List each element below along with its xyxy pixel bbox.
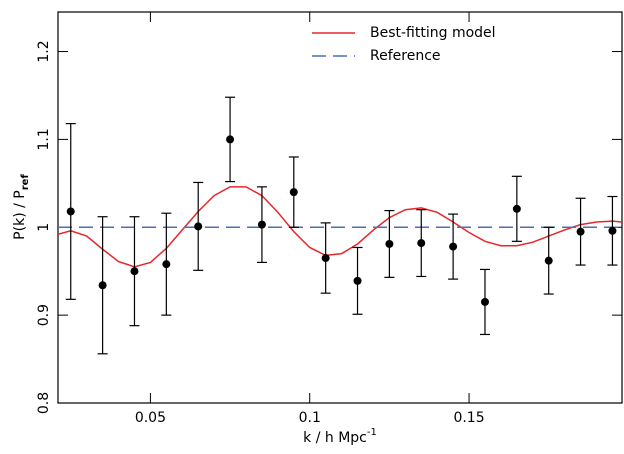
legend-label: Best-fitting model bbox=[370, 25, 496, 41]
data-point bbox=[449, 242, 458, 251]
data-point bbox=[162, 260, 171, 269]
data-point bbox=[576, 227, 585, 236]
y-label-sub: ref bbox=[20, 174, 31, 191]
x-tick-label: 0.05 bbox=[135, 410, 166, 426]
data-point bbox=[480, 297, 489, 306]
data-point bbox=[512, 204, 521, 213]
data-point bbox=[130, 267, 139, 276]
y-tick-label: 0.8 bbox=[36, 392, 52, 414]
data-point bbox=[544, 256, 553, 265]
data-point bbox=[66, 207, 75, 216]
x-tick-label: 0.1 bbox=[299, 410, 321, 426]
legend-label: Reference bbox=[370, 48, 441, 64]
data-point bbox=[289, 188, 298, 197]
data-point bbox=[608, 226, 617, 235]
x-label-sup: -1 bbox=[367, 427, 377, 438]
data-point bbox=[257, 220, 266, 229]
data-point bbox=[417, 239, 426, 248]
y-tick-label: 0.9 bbox=[36, 304, 52, 326]
y-label-main: P(k) / P bbox=[12, 190, 28, 240]
data-point bbox=[321, 254, 330, 263]
data-point bbox=[353, 276, 362, 285]
data-point bbox=[194, 222, 203, 231]
x-label-main: k / h Mpc bbox=[303, 430, 367, 446]
y-axis-label: P(k) / Pref bbox=[12, 174, 31, 240]
y-tick-label: 1.1 bbox=[36, 128, 52, 150]
y-tick-label: 1.2 bbox=[36, 40, 52, 62]
data-point bbox=[226, 135, 235, 144]
x-axis-label: k / h Mpc-1 bbox=[303, 427, 377, 446]
series-line bbox=[58, 186, 622, 268]
data-point bbox=[385, 239, 394, 248]
plot-frame bbox=[57, 11, 623, 404]
y-tick-label: 1 bbox=[36, 223, 52, 232]
data-point bbox=[98, 281, 107, 290]
x-tick-label: 0.15 bbox=[453, 410, 484, 426]
